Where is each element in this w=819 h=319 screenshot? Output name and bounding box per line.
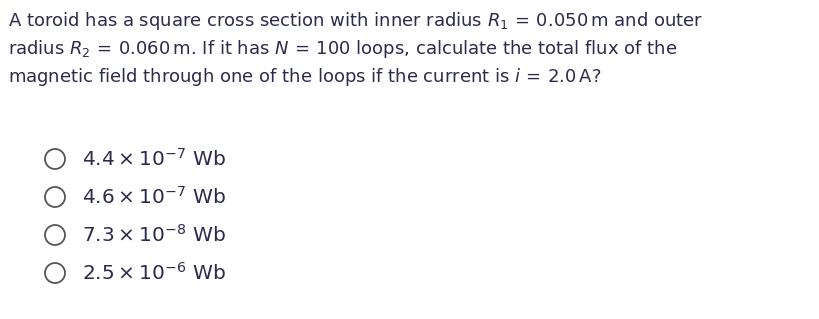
Text: A toroid has a square cross section with inner radius $R_1\,=\,0.050\,\mathrm{m}: A toroid has a square cross section with… [8,10,703,32]
Text: $7.3 \times 10^{-8}$ Wb: $7.3 \times 10^{-8}$ Wb [82,224,225,246]
Text: magnetic field through one of the loops if the current is $i\,=\,2.0\,\mathrm{A}: magnetic field through one of the loops … [8,66,601,88]
Text: radius $R_2\,=\,0.060\,\mathrm{m}$. If it has $N\,=\,100$ loops, calculate the t: radius $R_2\,=\,0.060\,\mathrm{m}$. If i… [8,38,676,60]
Text: $2.5 \times 10^{-6}$ Wb: $2.5 \times 10^{-6}$ Wb [82,262,225,284]
Text: $4.6 \times 10^{-7}$ Wb: $4.6 \times 10^{-7}$ Wb [82,186,225,208]
Text: $4.4 \times 10^{-7}$ Wb: $4.4 \times 10^{-7}$ Wb [82,148,225,170]
